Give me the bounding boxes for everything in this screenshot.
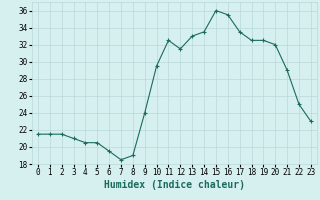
X-axis label: Humidex (Indice chaleur): Humidex (Indice chaleur) [104,180,245,190]
